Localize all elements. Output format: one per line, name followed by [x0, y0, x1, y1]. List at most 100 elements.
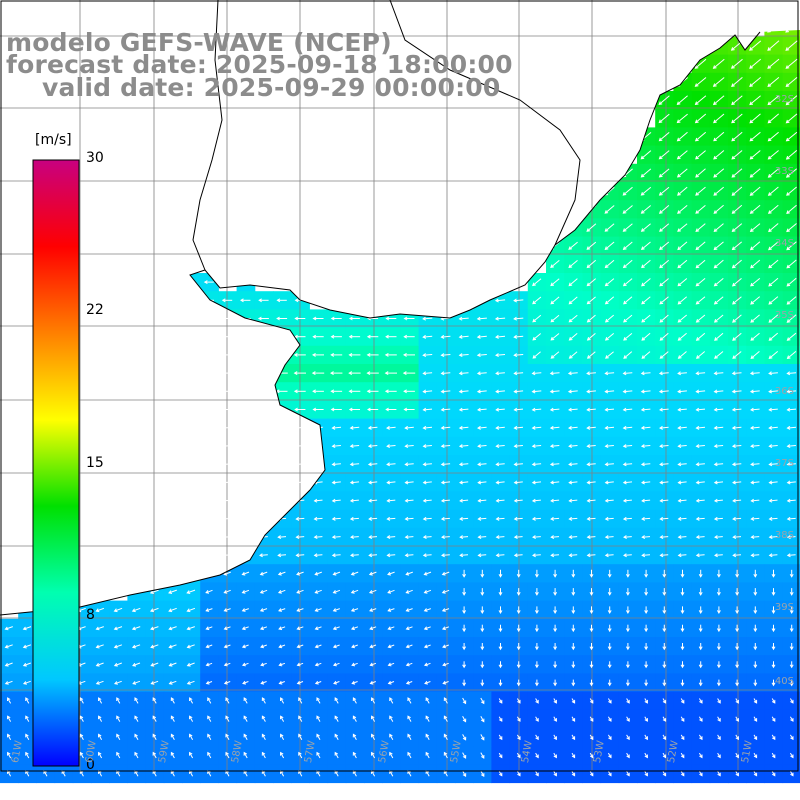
wind-arrow	[462, 697, 467, 704]
wind-arrow-head	[369, 608, 374, 612]
wind-arrow	[677, 205, 688, 214]
wind-arrow	[696, 554, 705, 556]
wind-arrow-head	[423, 644, 428, 649]
wind-arrow-head	[768, 425, 773, 430]
wind-arrow-head	[184, 371, 189, 376]
colorbar-tick-15: 15	[86, 455, 104, 471]
wind-arrow-head	[680, 664, 685, 669]
wind-arrow	[514, 481, 523, 484]
wind-arrow-head	[440, 389, 445, 394]
wind-arrow-head	[422, 407, 427, 412]
wind-arrow-head	[753, 682, 758, 687]
wind-arrow-head	[316, 715, 320, 720]
wind-arrow-head	[550, 516, 555, 521]
wind-arrow	[223, 499, 232, 502]
wind-arrow-head	[586, 264, 591, 269]
wind-arrow	[641, 408, 651, 411]
wind-arrow-head	[731, 371, 736, 376]
wind-arrow	[280, 697, 285, 704]
wind-arrow-head	[713, 282, 718, 287]
wind-arrow	[623, 463, 633, 465]
wind-arrow	[605, 351, 614, 359]
wind-arrow	[678, 372, 687, 374]
wind-arrow	[731, 113, 743, 123]
wind-arrow-head	[786, 480, 791, 485]
wind-arrow	[423, 499, 432, 502]
wind-arrow-head	[677, 407, 682, 412]
wind-arrow-head	[296, 644, 301, 649]
wind-arrow	[387, 517, 396, 520]
wind-arrow-head	[367, 444, 372, 449]
wind-arrow-head	[680, 574, 685, 578]
wind-arrow-head	[731, 264, 736, 269]
wind-arrow	[242, 626, 249, 630]
wind-arrow-head	[368, 480, 372, 485]
wind-arrow-head	[753, 754, 758, 759]
wind-arrow-head	[152, 751, 157, 756]
wind-arrow	[769, 408, 778, 411]
wind-arrow-head	[349, 444, 354, 449]
wind-arrow-head	[131, 644, 136, 649]
wind-arrow-head	[95, 608, 100, 613]
wind-arrow	[460, 536, 469, 538]
wind-arrow-head	[261, 733, 266, 738]
wind-arrow-head	[731, 282, 736, 287]
wind-arrow	[696, 481, 705, 484]
wind-arrow-head	[462, 610, 467, 615]
wind-arrow	[478, 463, 487, 465]
wind-arrow	[587, 426, 596, 429]
wind-arrow-head	[422, 535, 427, 540]
wind-arrow-head	[771, 682, 776, 687]
wind-arrow	[642, 499, 651, 502]
wind-arrow	[406, 644, 413, 648]
wind-arrow	[189, 734, 194, 741]
wind-arrow	[677, 150, 688, 160]
wind-arrow	[5, 644, 13, 648]
wind-arrow	[423, 554, 432, 556]
wind-arrow	[389, 734, 394, 741]
wind-arrow-head	[422, 371, 427, 376]
wind-arrow	[187, 554, 196, 556]
wind-arrow	[659, 390, 669, 393]
wind-arrow	[714, 463, 724, 465]
wind-arrow-head	[771, 736, 776, 741]
wind-arrow-head	[494, 298, 499, 303]
wind-arrow	[23, 662, 31, 667]
wind-arrow	[785, 58, 798, 69]
wind-arrow-head	[662, 772, 667, 777]
wind-arrow-head	[604, 462, 609, 467]
wind-arrow	[459, 335, 469, 338]
wind-arrow-head	[713, 210, 718, 214]
wind-arrow-head	[731, 155, 736, 160]
wind-arrow-head	[222, 480, 227, 485]
wind-arrow-head	[298, 697, 302, 702]
wind-arrow-head	[695, 319, 700, 323]
wind-arrow-head	[513, 553, 518, 558]
wind-arrow-head	[659, 462, 664, 467]
wind-arrow-head	[750, 516, 755, 521]
wind-arrow-head	[189, 697, 193, 702]
wind-arrow-head	[767, 137, 772, 142]
wind-arrow	[550, 390, 560, 393]
wind-arrow-head	[622, 282, 627, 287]
wind-arrow-head	[768, 389, 773, 394]
wind-arrow	[332, 426, 342, 429]
wind-arrow	[204, 426, 214, 429]
wind-arrow-head	[730, 65, 735, 69]
wind-arrow	[532, 372, 542, 374]
wind-arrow-head	[553, 699, 557, 704]
wind-arrow-head	[276, 444, 281, 449]
wind-arrow-head	[403, 389, 407, 394]
wind-arrow-head	[735, 574, 740, 578]
wind-arrow-head	[259, 553, 263, 558]
wind-arrow-head	[185, 316, 189, 321]
wind-arrow	[332, 517, 341, 520]
wind-arrow-head	[768, 407, 773, 412]
wind-arrow	[768, 131, 779, 142]
wind-arrow	[731, 95, 743, 105]
wind-arrow	[568, 260, 578, 268]
wind-arrow-head	[367, 407, 371, 412]
wind-arrow	[243, 770, 248, 777]
wind-arrow-head	[790, 754, 794, 759]
wind-arrow	[96, 644, 104, 648]
